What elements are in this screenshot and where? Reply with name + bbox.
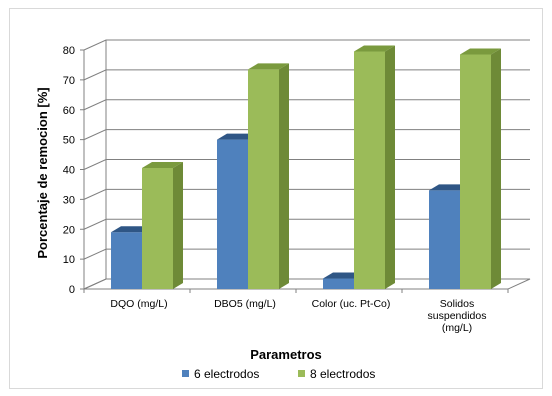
x-axis-labels: DQO (mg/L) DBO5 (mg/L) Color (uc. Pt-Co) So… [83,289,509,334]
x-tick-label: DBO5 (mg/L) [214,298,276,310]
legend-label: 6 electrodos [194,367,259,381]
bar [248,69,279,289]
bar [354,51,385,290]
chart-frame [9,8,543,389]
bar-side [173,162,183,289]
bar [142,168,173,289]
bar-top [429,184,470,191]
y-tick-label: 30 [63,194,75,206]
bar-side [279,63,289,290]
x-tick-label: suspendidos [428,310,487,322]
legend-label: 8 electrodos [310,367,375,381]
y-tick-label: 70 [63,75,75,87]
bar-top [111,226,152,233]
legend-swatch [298,370,305,377]
bar [217,139,248,289]
legend-swatch [182,370,189,377]
bar [460,54,491,290]
y-tick-label: 10 [63,254,75,266]
y-axis-title: Porcentaje de remocion [%] [35,87,50,258]
bar-top [142,162,183,169]
gridline [83,39,530,51]
y-tick-label: 60 [63,105,75,117]
y-tick-label: 80 [63,45,75,57]
y-tick-label: 0 [69,284,75,296]
bar-top [354,45,395,52]
bar [111,232,142,289]
bar-top [217,133,258,140]
x-axis-title: Parametros [250,347,322,362]
bar-top [248,63,289,70]
x-tick-label: (mg/L) [442,322,472,334]
y-tick-label: 20 [63,224,75,236]
bar-top [323,272,364,279]
bar [429,190,460,289]
x-tick-label: DQO (mg/L) [110,298,167,310]
x-tick-label: Solidos [440,298,474,310]
bar-top [460,48,501,55]
bar-side [491,48,501,290]
y-axis-ticks: 0 10 20 30 40 50 60 70 80 [63,45,84,296]
y-tick-label: 50 [63,135,75,147]
legend: 6 electrodos 8 electrodos [182,367,375,381]
bar-side [385,45,395,290]
y-tick-label: 40 [63,165,75,177]
x-tick-label: Color (uc. Pt-Co) [312,298,391,310]
bar [323,278,354,289]
bars [111,45,501,290]
